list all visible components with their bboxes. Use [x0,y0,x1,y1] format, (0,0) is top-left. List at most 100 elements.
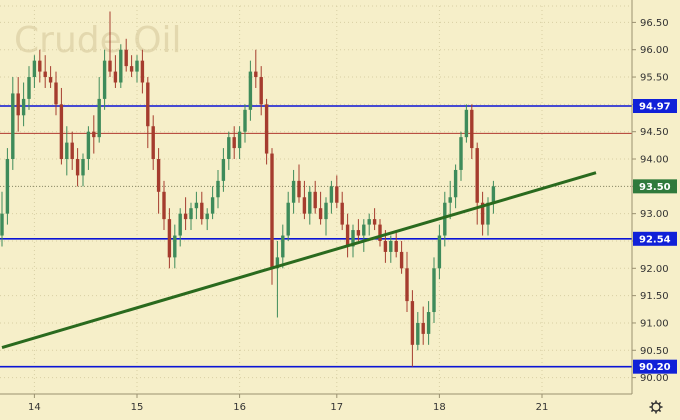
price-tick-label: 96.50 [640,18,669,29]
candle-body [11,93,15,160]
candle-body [464,109,469,138]
candle-body [232,137,236,149]
candle-body [459,137,463,170]
level-price-tag [633,99,677,114]
candle-body [119,49,123,83]
candle-body [194,202,199,209]
candle-body [378,224,382,241]
candle-body [437,235,442,269]
candle-body [443,202,447,236]
gear-icon[interactable] [649,400,663,414]
candle-body [205,213,209,220]
level-price-tag-label: 94.97 [639,102,671,113]
candle-body [254,71,258,78]
price-tick-label: 90.00 [640,373,669,384]
candle-body [448,197,452,203]
candle-body [410,301,415,345]
candle-body [102,60,107,99]
candle-body [221,159,226,181]
current-price-tag-label: 93.50 [639,182,671,193]
date-tick-label: 14 [28,402,41,413]
candle-body [27,77,31,99]
candle-body [59,104,64,160]
candle-body [329,186,334,203]
price-axis-background [632,0,680,420]
candle-body [129,66,134,72]
candle-body [173,235,177,258]
candle-body [453,169,458,198]
price-tick-label: 96.00 [640,45,669,56]
candle-body [367,219,371,225]
candle-body [432,268,436,313]
candle-body [70,142,74,160]
level-price-tag-label: 90.20 [639,362,671,373]
candle-body [162,191,166,220]
candle-body [324,202,328,220]
candle-body [65,142,69,160]
gear-icon-tooth [650,409,654,413]
candle-body [237,131,242,149]
price-tick-label: 91.00 [640,318,669,329]
candle-body [291,180,296,203]
candle-body [43,71,47,78]
candle-body [351,230,355,247]
candle-body [124,49,128,67]
candle-body [227,137,231,160]
candle-body [372,219,377,225]
candle-body [270,153,274,269]
candle-body [383,240,388,252]
candle-body [86,131,91,160]
candle-body [362,224,366,236]
candle-body [281,235,285,258]
candle-body [286,202,290,236]
candle-body [248,71,253,110]
date-tick-label: 18 [433,402,446,413]
chart-title-watermark: Crude Oil [14,20,182,61]
candle-body [183,213,188,220]
candle-body [297,180,301,198]
candle-body [486,202,490,225]
candle-body [421,322,425,334]
candle-body [394,240,398,252]
candle-body [156,159,161,192]
price-tick-label: 90.50 [640,346,669,357]
candle-body [405,268,409,302]
gear-icon-tooth [650,401,654,405]
level-price-tag-label: 92.54 [639,234,671,245]
candle-body [275,257,280,269]
candle-body [5,159,10,214]
candle-body [264,104,269,154]
candle-body [189,208,193,220]
candle-body [259,77,263,105]
gear-icon-tooth [658,409,662,413]
candle-body [16,93,20,116]
candle-body [108,60,112,72]
candle-body [389,240,393,252]
candle-body [21,98,26,116]
candle-body [335,186,339,203]
candle-body [75,159,80,176]
candle-body [167,219,172,258]
candle-body [416,322,420,345]
candle-body [426,312,431,334]
candle-body [135,60,139,72]
candle-body [151,126,155,160]
candle-body [345,224,350,247]
candle-body [480,202,485,225]
candle-body [308,191,312,214]
date-tick-label: 17 [330,402,343,413]
date-tick-label: 15 [131,402,144,413]
candle-body [243,109,247,132]
candle-body [470,109,474,149]
candle-body [48,77,53,83]
candle-body [38,60,42,72]
candle-body [340,202,344,225]
candle-body [178,213,182,236]
level-price-tag [633,231,677,246]
candle-body [32,60,37,78]
price-tick-label: 94.00 [640,155,669,166]
candle-body [200,202,204,220]
